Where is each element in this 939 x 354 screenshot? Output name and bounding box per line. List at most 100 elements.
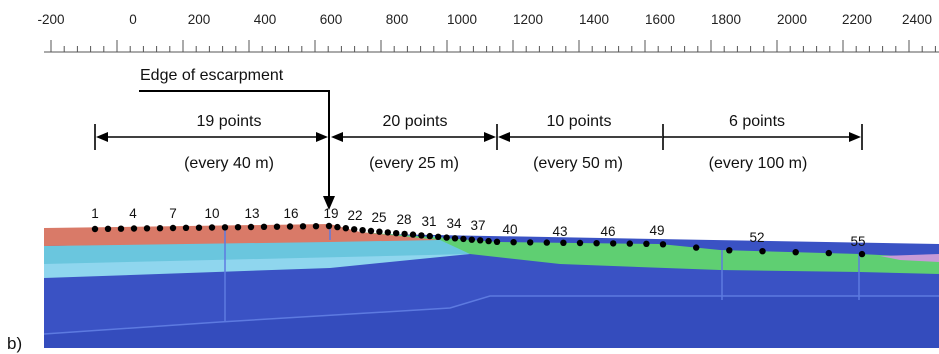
sample-point [91, 225, 99, 233]
escarpment-callout: Edge of escarpment [139, 67, 335, 210]
ruler-label: 0 [129, 12, 137, 27]
ruler-label: 400 [254, 12, 277, 27]
point-label: 13 [244, 206, 259, 221]
sample-point [286, 223, 294, 230]
sample-point [409, 231, 417, 238]
sample-point [460, 235, 467, 243]
sample-point [247, 223, 255, 231]
ruler-label: 1000 [447, 12, 477, 27]
point-label: 43 [552, 224, 567, 239]
sample-point [156, 225, 164, 232]
sample-point [477, 237, 484, 244]
point-label: 46 [600, 224, 615, 239]
arrowhead [498, 132, 510, 142]
sample-point [468, 236, 475, 243]
sample-point [384, 229, 391, 236]
sample-point [560, 239, 567, 246]
purple-lens [880, 254, 939, 262]
ruler-labels: -200 0 200 400 600 800 1000 1200 1400 16… [37, 12, 932, 27]
sample-point [260, 223, 268, 230]
segment-spacing-label: (every 100 m) [709, 155, 808, 172]
point-label: 28 [396, 212, 411, 227]
segment-count-label: 6 points [729, 113, 785, 130]
deep-band [44, 296, 939, 348]
sample-point [485, 237, 492, 245]
arrowhead [316, 132, 328, 142]
sample-point [401, 230, 408, 238]
distance-ruler: -200 0 200 400 600 800 1000 1200 1400 16… [37, 12, 939, 53]
sample-point [359, 227, 366, 234]
sample-point [493, 238, 501, 245]
sample-point [117, 225, 125, 232]
sample-point [208, 224, 216, 231]
sample-point [182, 224, 190, 231]
escarpment-label: Edge of escarpment [140, 67, 284, 84]
sample-point [273, 223, 281, 230]
point-label: 40 [502, 222, 517, 237]
sample-point [443, 234, 450, 241]
sample-point [825, 249, 832, 257]
crust-boundary-line [43, 295, 939, 335]
sample-point [726, 247, 733, 254]
sample-point [342, 225, 349, 232]
green-layer [360, 232, 939, 274]
sample-point [393, 230, 400, 237]
sample-point [234, 224, 242, 231]
ruler-label: 800 [386, 12, 409, 27]
sample-point [143, 225, 151, 232]
ruler-ticks [50, 40, 936, 52]
sample-point [376, 228, 383, 235]
ruler-label: 2000 [777, 12, 807, 27]
sample-point [576, 239, 584, 247]
segment-count-label: 20 points [383, 113, 448, 130]
sample-points [91, 222, 866, 258]
point-label: 7 [169, 206, 177, 221]
point-label: 19 [323, 206, 338, 221]
sample-point [221, 224, 229, 231]
sample-point [169, 224, 177, 232]
point-label: 22 [347, 208, 362, 223]
ruler-label: -200 [37, 12, 64, 27]
ruler-label: 1200 [513, 12, 543, 27]
point-label: 55 [850, 234, 865, 249]
cross-section [43, 224, 939, 348]
arrowhead [96, 132, 108, 142]
sample-point [426, 232, 433, 240]
escarpment-arrowhead [323, 196, 335, 210]
ruler-label: 200 [188, 12, 211, 27]
point-label: 4 [129, 206, 137, 221]
point-label: 1 [91, 206, 99, 221]
sample-point [104, 225, 112, 232]
sample-point [626, 240, 633, 247]
sample-point [610, 240, 617, 247]
sample-point [593, 240, 600, 247]
segment-spacing-label: (every 25 m) [369, 155, 459, 172]
segment-spacing-label: (every 50 m) [533, 155, 623, 172]
sample-point [759, 248, 766, 255]
panel-label: b) [7, 334, 22, 353]
sample-point [195, 224, 203, 231]
ruler-label: 1800 [711, 12, 741, 27]
red-layer [44, 224, 440, 246]
ruler-label: 1600 [645, 12, 675, 27]
ruler-label: 1400 [579, 12, 609, 27]
sample-point [299, 223, 307, 230]
point-label: 25 [371, 210, 386, 225]
segment-count-label: 10 points [547, 113, 612, 130]
sample-point [643, 240, 650, 247]
segment-arrows: 19 points (every 40 m) 20 points (every … [94, 113, 863, 172]
cyan-layer [44, 236, 470, 264]
sample-point [792, 249, 799, 256]
point-label: 52 [749, 230, 764, 245]
sample-point [351, 226, 358, 233]
escarpment-arrow-line [139, 90, 330, 198]
arrowhead [331, 132, 343, 142]
sample-point [367, 227, 375, 235]
sample-point [334, 223, 341, 231]
point-label: 31 [421, 214, 436, 229]
segment-spacing-label: (every 40 m) [184, 155, 274, 172]
arrowhead [849, 132, 861, 142]
ruler-label: 600 [320, 12, 343, 27]
sample-point [312, 223, 320, 230]
